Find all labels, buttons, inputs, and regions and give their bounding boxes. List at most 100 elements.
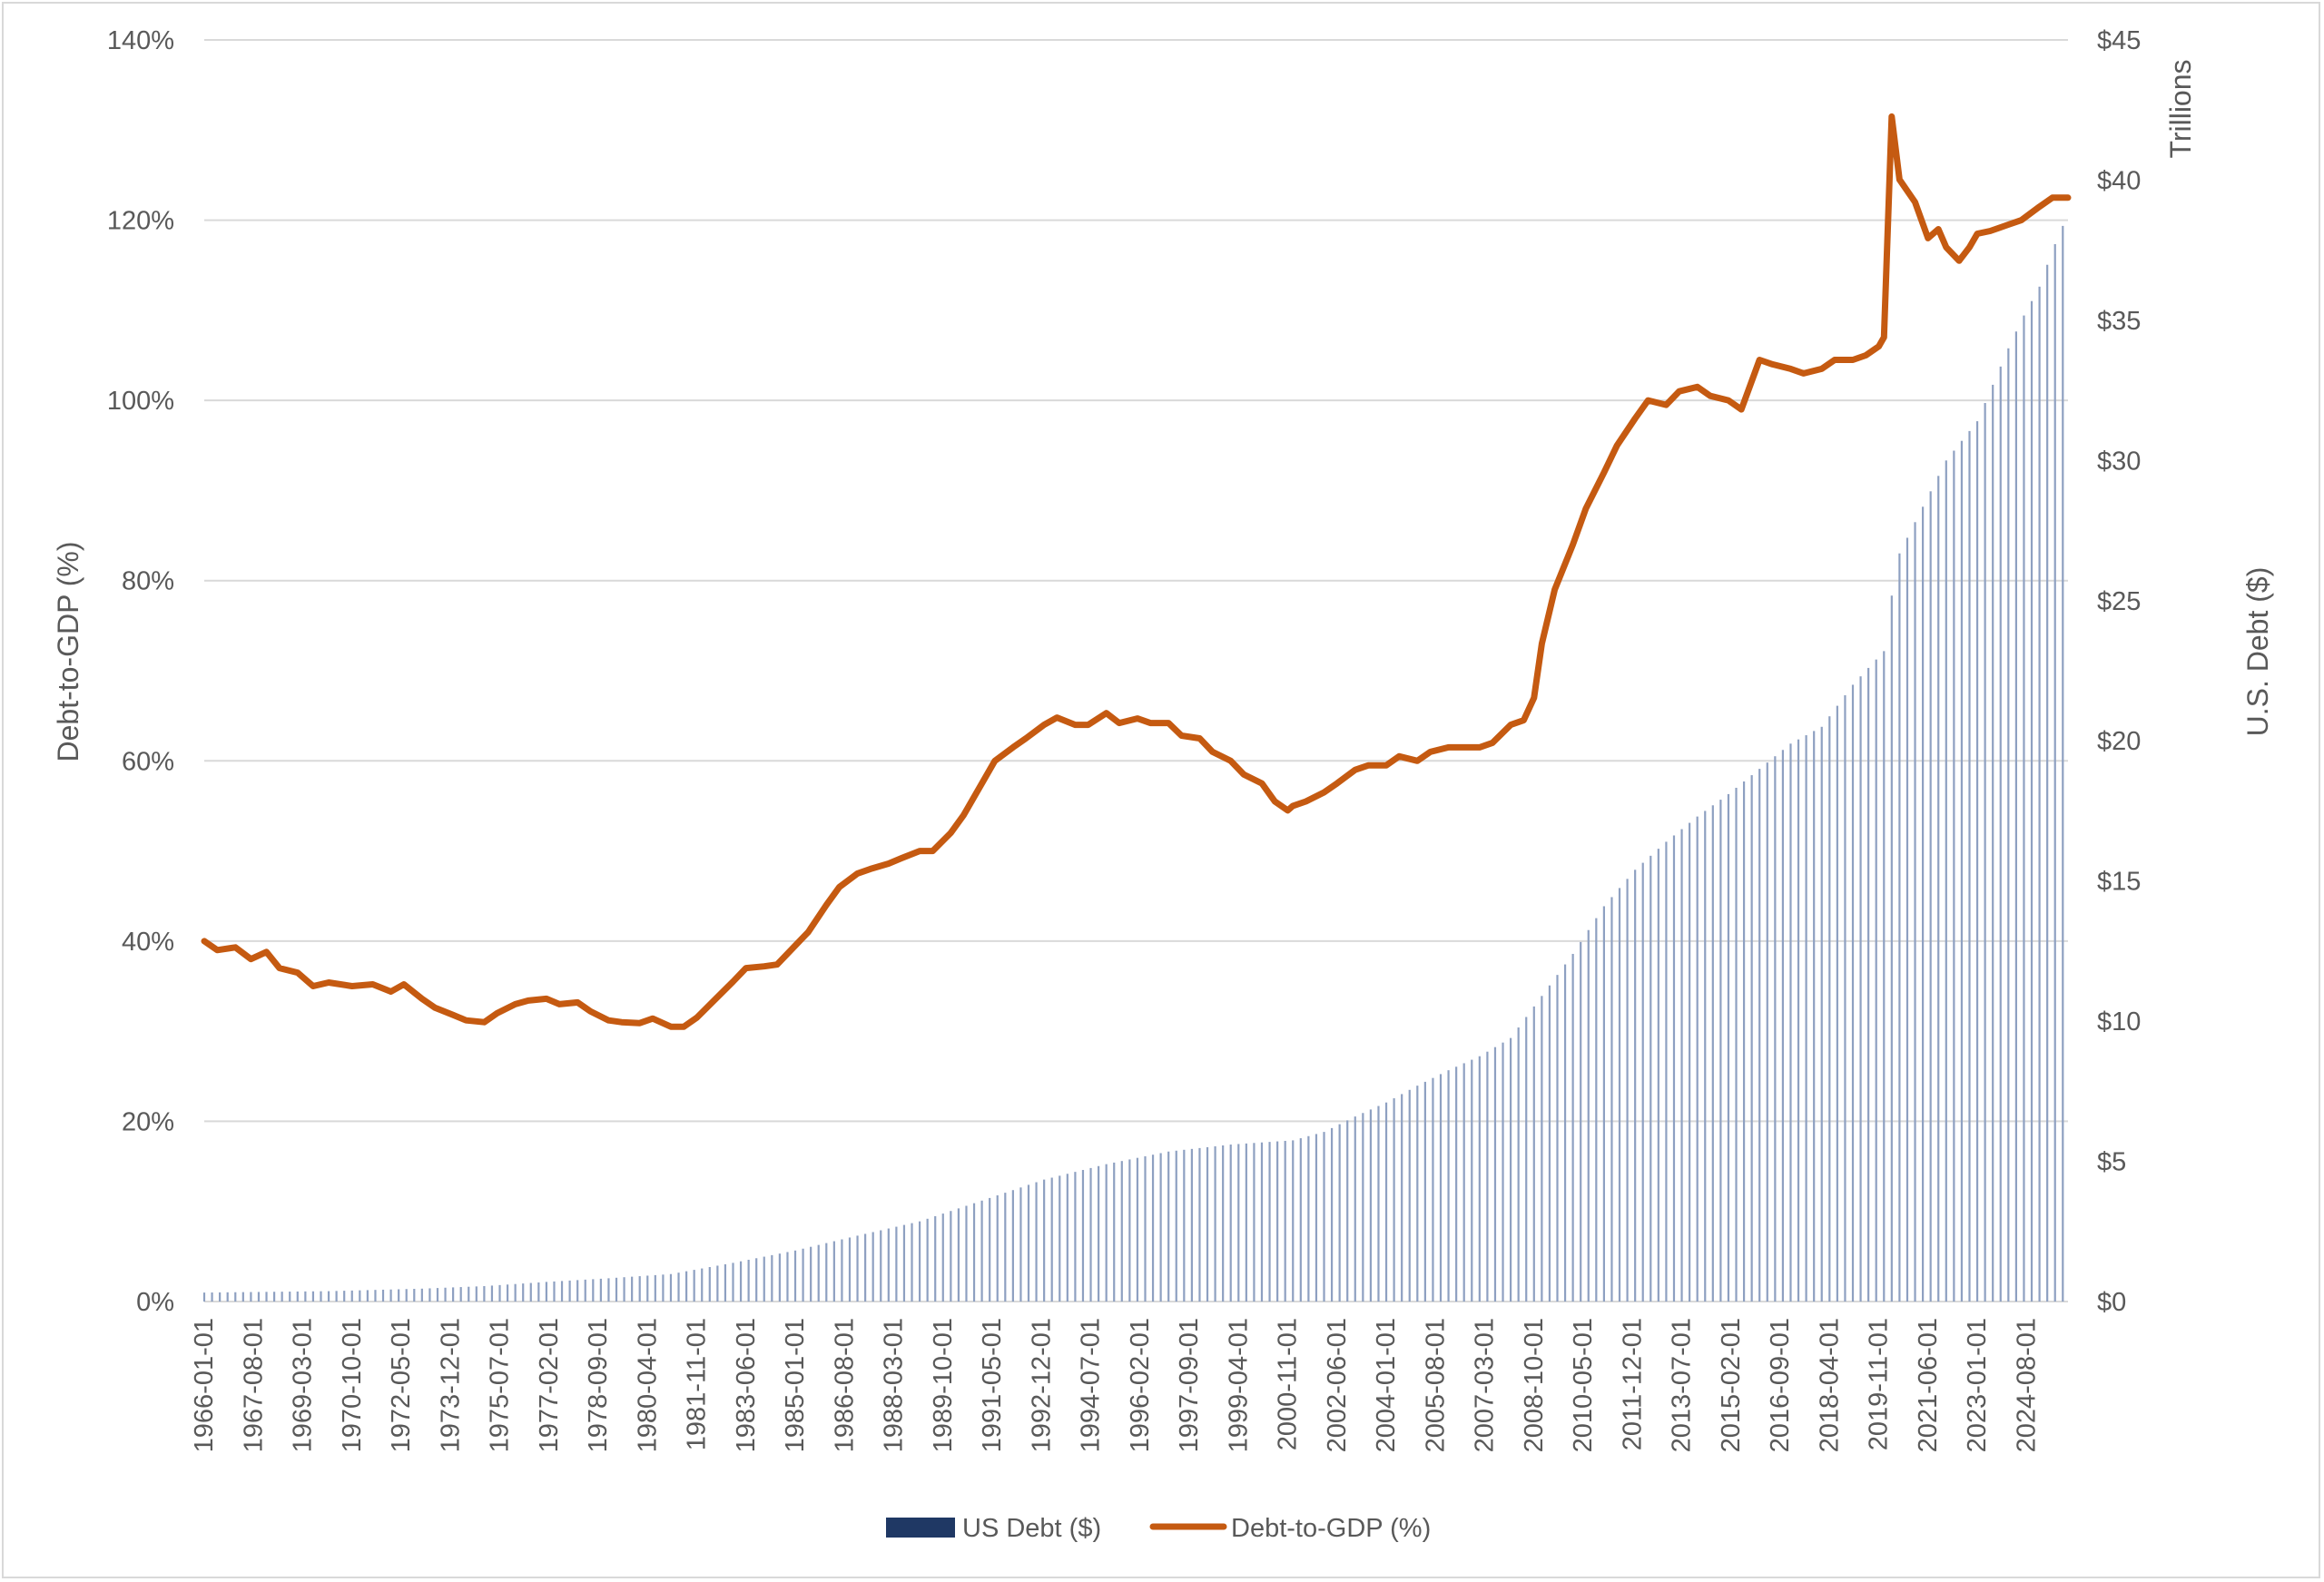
us-debt-bar: [219, 1292, 222, 1302]
x-axis-tick-label: 1981-11-01: [683, 1318, 712, 1450]
us-debt-bar: [1447, 1070, 1450, 1302]
us-debt-bar: [972, 1203, 976, 1302]
us-debt-bar: [810, 1246, 812, 1302]
us-debt-bar: [1750, 775, 1753, 1302]
right-axis-title: U.S. Debt ($): [2241, 567, 2274, 737]
us-debt-bar: [950, 1211, 952, 1302]
us-debt-bar: [902, 1224, 906, 1302]
us-debt-bar: [1222, 1145, 1225, 1302]
us-debt-bar: [1432, 1077, 1434, 1302]
us-debt-bar: [1214, 1145, 1216, 1302]
us-debt-bar: [545, 1282, 548, 1302]
us-debt-bar: [1105, 1164, 1108, 1302]
x-axis-tick-label: 1999-04-01: [1224, 1318, 1253, 1452]
us-debt-bar: [1689, 822, 1691, 1302]
us-debt-bar: [1408, 1089, 1411, 1302]
us-debt-bar: [296, 1291, 299, 1302]
us-debt-bar: [483, 1286, 486, 1302]
left-axis-ticks: 0% 20% 40% 60% 80% 100% 120% 140%: [107, 26, 174, 1317]
us-debt-bar: [739, 1261, 743, 1302]
us-debt-bar: [771, 1254, 773, 1302]
us-debt-bar: [1050, 1177, 1053, 1302]
us-debt-bar: [1945, 460, 1947, 1302]
us-debt-bar: [1758, 769, 1761, 1302]
x-axis-tick-label: 2023-01-01: [1963, 1318, 1992, 1452]
us-debt-bar: [895, 1226, 898, 1302]
us-debt-bar: [1113, 1162, 1116, 1302]
us-debt-bar: [778, 1253, 781, 1302]
us-debt-bar: [724, 1263, 727, 1302]
right-axis-tick-label: $15: [2097, 868, 2141, 897]
us-debt-bar: [311, 1291, 315, 1302]
x-axis-tick-label: 1978-09-01: [584, 1318, 613, 1452]
left-axis-tick-label: 80%: [122, 567, 174, 596]
us-debt-bar: [366, 1290, 369, 1302]
us-debt-bar: [732, 1263, 734, 1302]
us-debt-bar: [1618, 888, 1621, 1302]
us-debt-bar: [1330, 1127, 1334, 1302]
us-debt-bar: [1377, 1105, 1380, 1302]
left-axis-tick-label: 40%: [122, 928, 174, 957]
us-debt-bar: [934, 1215, 937, 1302]
us-debt-bar: [1999, 366, 2002, 1302]
us-debt-bar: [607, 1278, 610, 1302]
us-debt-bar: [289, 1292, 291, 1302]
us-debt-bar: [1315, 1134, 1318, 1302]
us-debt-bar: [856, 1235, 859, 1302]
us-debt-bar: [693, 1270, 695, 1302]
right-axis-tick-label: $5: [2097, 1148, 2126, 1177]
us-debt-bar: [1183, 1149, 1186, 1302]
us-debt-bar: [398, 1289, 400, 1302]
us-debt-bar: [1401, 1094, 1403, 1302]
gridlines: [204, 39, 2068, 1302]
x-axis-tick-label: 2021-06-01: [1914, 1318, 1943, 1452]
us-debt-bar: [701, 1268, 704, 1302]
debt-to-gdp-line-group: [201, 113, 2072, 1030]
x-axis-tick-label: 1996-02-01: [1126, 1318, 1155, 1452]
us-debt-bar: [226, 1292, 229, 1302]
us-debt-bar: [708, 1267, 711, 1302]
right-axis-ticks: $0 $5 $10 $15 $20 $25 $30 $35 $40 $45: [2097, 26, 2141, 1317]
us-debt-bar: [1657, 849, 1659, 1302]
us-debt-bar: [1680, 829, 1683, 1302]
us-debt-bar: [576, 1280, 579, 1302]
us-debt-bar: [662, 1274, 665, 1302]
us-debt-bar: [1190, 1148, 1193, 1302]
us-debt-bar: [529, 1282, 532, 1302]
us-debt-bar: [848, 1237, 852, 1302]
right-axis-tick-label: $25: [2097, 587, 2141, 616]
us-debt-bar: [1836, 705, 1838, 1302]
us-debt-bar: [965, 1205, 968, 1302]
us-debt-bar: [1937, 476, 1940, 1302]
us-debt-bar: [1813, 731, 1816, 1302]
us-debt-bar: [1299, 1138, 1302, 1302]
x-axis-tick-label: 2013-07-01: [1668, 1318, 1697, 1452]
x-axis-tick-label: 2000-11-01: [1274, 1318, 1303, 1450]
us-debt-bar: [1237, 1144, 1240, 1302]
us-debt-bar: [2053, 243, 2056, 1302]
legend-swatch-us-debt: [886, 1518, 955, 1538]
us-debt-bar: [1167, 1151, 1170, 1302]
us-debt-bar: [880, 1230, 882, 1302]
us-debt-bar: [1610, 897, 1613, 1302]
us-debt-bar: [887, 1228, 890, 1302]
right-axis-tick-label: $10: [2097, 1007, 2141, 1037]
us-debt-bar: [1198, 1147, 1201, 1302]
us-debt-bar: [350, 1290, 353, 1302]
x-axis-tick-label: 1967-08-01: [239, 1318, 268, 1452]
x-axis-tick-label: 1980-04-01: [633, 1318, 662, 1452]
us-debt-bar: [1462, 1063, 1465, 1302]
us-debt-bar: [941, 1214, 944, 1302]
us-debt-bar: [1968, 430, 1971, 1302]
us-debt-bar: [272, 1292, 276, 1302]
us-debt-bar: [335, 1291, 338, 1302]
us-debt-bar: [1719, 800, 1722, 1302]
x-axis-tick-label: 2018-04-01: [1815, 1318, 1844, 1452]
us-debt-bar: [522, 1283, 525, 1302]
us-debt-bar: [1517, 1027, 1520, 1302]
us-debt-bar: [615, 1277, 618, 1302]
us-debt-bar: [1602, 906, 1605, 1302]
right-axis-unit-label: Trillions: [2164, 59, 2197, 158]
us-debt-bar: [1493, 1046, 1497, 1302]
us-debt-bar: [250, 1292, 252, 1302]
